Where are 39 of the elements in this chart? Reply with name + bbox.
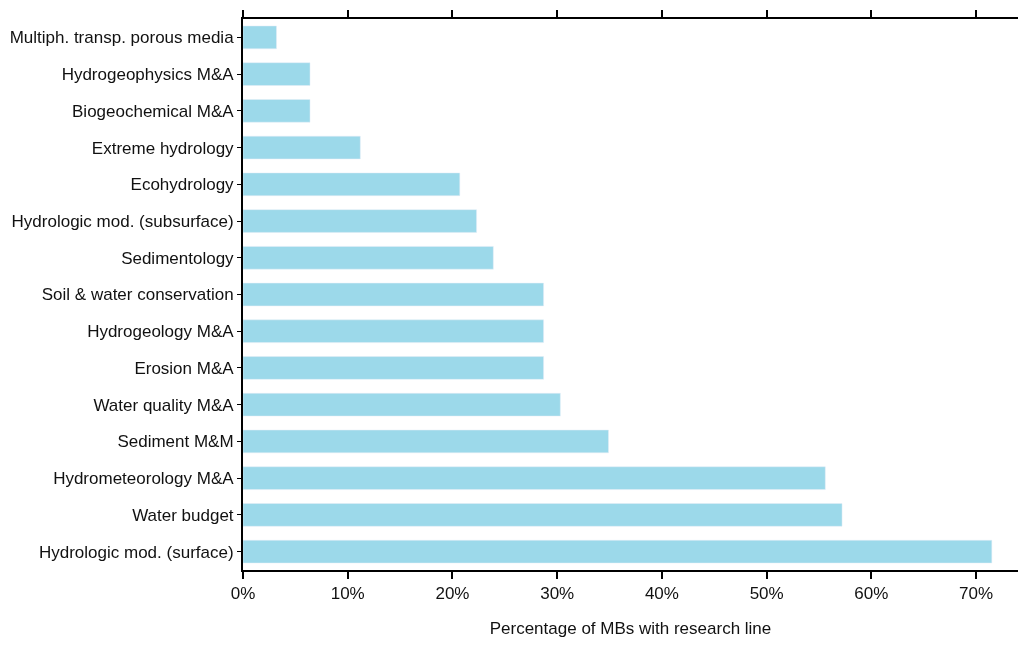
bar [243,356,544,380]
bar [243,25,277,49]
bar [243,429,609,454]
y-tick-label: Hydrologic mod. (surface) [38,542,234,562]
y-tick-label: Hydrologic mod. (subsurface) [11,211,234,231]
y-tick-label: Water budget [132,505,234,525]
y-tick-label: Biogeochemical M&A [72,101,235,121]
y-tick-label: Hydrometeorology M&A [53,469,235,489]
y-tick-label: Extreme hydrology [91,138,235,158]
bar [243,135,361,160]
x-tick-label: 0% [230,584,256,604]
bar [243,540,993,564]
y-tick-label: Ecohydrology [130,175,235,195]
y-tick-label: Sediment M&M [117,432,234,452]
bar [243,466,826,490]
x-axis-title: Percentage of MBs with research line [489,619,772,639]
x-tick-label: 30% [540,584,575,604]
x-tick-label: 50% [749,584,784,604]
bar [243,209,477,233]
bar [243,282,544,307]
y-tick-label: Hydrogeophysics M&A [61,65,235,85]
y-tick-label: Water quality M&A [93,395,235,415]
bar [243,62,311,86]
bar [243,246,494,270]
y-tick-label: Sedimentology [121,248,235,268]
bar [243,393,561,417]
y-tick-label: Hydrogeology M&A [87,322,235,342]
bar [243,99,311,123]
y-tick-label: Multiph. transp. porous media [9,28,235,48]
x-tick-label: 40% [644,584,679,604]
bar [243,172,461,196]
y-tick-label: Erosion M&A [134,358,235,378]
bar [243,319,544,343]
y-tick-label: Soil & water conservation [41,285,234,305]
bar [243,503,843,527]
x-tick-label: 70% [959,584,994,604]
x-tick-label: 20% [435,584,470,604]
x-tick-label: 10% [330,584,365,604]
x-tick-label: 60% [854,584,889,604]
